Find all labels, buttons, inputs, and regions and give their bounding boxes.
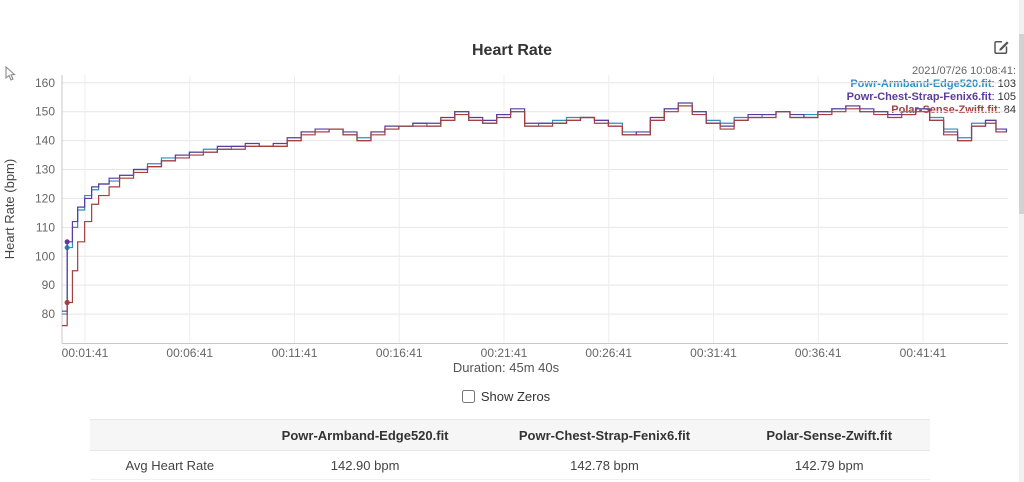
mouse-cursor	[4, 65, 16, 87]
scrollbar-thumb[interactable]	[1019, 34, 1024, 214]
series-lines	[61, 102, 1008, 327]
avg-table-body: Avg Heart Rate 142.90 bpm 142.78 bpm 142.79…	[90, 450, 930, 480]
series-marker-2	[64, 299, 70, 306]
series-line-1	[61, 102, 1008, 312]
avg-table-col-2: Powr-Chest-Strap-Fenix6.fit	[480, 419, 729, 451]
series-line-0	[61, 105, 1008, 315]
svg-text:150: 150	[35, 105, 55, 119]
svg-text:160: 160	[35, 76, 55, 90]
scrollbar[interactable]	[1019, 0, 1024, 482]
svg-text:140: 140	[35, 134, 55, 148]
row-value: 142.78 bpm	[480, 450, 729, 480]
avg-table-col-1: Powr-Armband-Edge520.fit	[249, 419, 481, 451]
avg-table-col-3: Polar-Sense-Zwift.fit	[728, 419, 930, 451]
svg-text:00:26:41: 00:26:41	[585, 346, 632, 360]
svg-text:100: 100	[35, 249, 55, 263]
show-zeros-control: Show Zeros	[0, 389, 1012, 404]
x-axis-labels: 00:01:41 00:06:41 00:11:41 00:16:41 00:21:41…	[62, 346, 947, 375]
chart-title: Heart Rate	[471, 42, 553, 59]
svg-text:00:06:41: 00:06:41	[166, 346, 213, 360]
row-value: 142.90 bpm	[249, 450, 481, 480]
svg-text:80: 80	[42, 307, 56, 321]
row-value: 142.79 bpm	[728, 450, 930, 480]
svg-text:00:21:41: 00:21:41	[481, 346, 528, 360]
show-zeros-label: Show Zeros	[480, 389, 551, 404]
row-label: Avg Heart Rate	[90, 450, 250, 480]
chart-tooltip-legend: 2021/07/26 10:08:41: Powr-Armband-Edge52…	[847, 65, 1016, 117]
svg-text:00:41:41: 00:41:41	[900, 346, 947, 360]
avg-table: Powr-Armband-Edge520.fit Powr-Chest-Strap…	[90, 419, 930, 480]
series-line-2	[61, 105, 1007, 327]
legend-entry-1[interactable]: Powr-Chest-Strap-Fenix6.fit: 105	[846, 91, 1016, 103]
series-marker-1	[64, 239, 70, 245]
gridlines	[62, 75, 1008, 343]
svg-text:130: 130	[35, 163, 55, 177]
heart-rate-chart: 80 90 100 110 120 130 140 150 160 Heart Rate (bpm…	[2, 75, 1008, 375]
legend-entry-0[interactable]: Powr-Armband-Edge520.fit: 103	[850, 78, 1016, 90]
y-axis-title: Heart Rate (bpm)	[2, 159, 17, 259]
svg-text:00:31:41: 00:31:41	[690, 346, 737, 360]
svg-text:00:01:41: 00:01:41	[62, 346, 109, 360]
avg-table-col-empty	[90, 419, 250, 451]
show-zeros-checkbox[interactable]	[461, 390, 475, 403]
legend-entry-2[interactable]: Polar-Sense-Zwift.fit: 84	[891, 104, 1016, 116]
show-zeros-label-wrap[interactable]: Show Zeros	[461, 389, 551, 404]
tooltip-timestamp: 2021/07/26 10:08:41:	[912, 65, 1016, 77]
x-axis-title: Duration: 45m 40s	[453, 360, 560, 375]
axes	[61, 75, 1008, 344]
y-axis-labels: 80 90 100 110 120 130 140 150 160 Heart Rate (bpm…	[2, 76, 55, 321]
svg-text:90: 90	[42, 278, 56, 292]
avg-table-header: Powr-Armband-Edge520.fit Powr-Chest-Strap…	[90, 419, 930, 451]
svg-text:00:11:41: 00:11:41	[272, 346, 318, 360]
table-row: Avg Heart Rate 142.90 bpm 142.78 bpm 142.79…	[90, 450, 930, 480]
svg-text:00:16:41: 00:16:41	[376, 346, 423, 360]
svg-text:120: 120	[35, 191, 55, 205]
svg-text:110: 110	[36, 220, 55, 234]
edit-icon[interactable]	[992, 38, 1010, 56]
avg-table-wrap: Powr-Armband-Edge520.fit Powr-Chest-Strap…	[90, 419, 930, 480]
svg-text:00:36:41: 00:36:41	[795, 346, 842, 360]
